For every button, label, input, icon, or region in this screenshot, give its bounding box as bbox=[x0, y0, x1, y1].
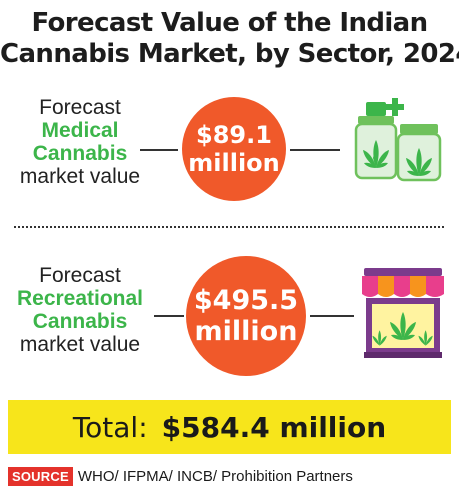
medical-value-circle: $89.1 million bbox=[182, 97, 286, 201]
recreational-value: $495.5 bbox=[193, 285, 299, 316]
total-label: Total: bbox=[72, 410, 148, 444]
recreational-connector-right bbox=[310, 315, 354, 317]
recreational-label-line-1: Forecast bbox=[39, 264, 121, 287]
chart-title: Forecast Value of the Indian Cannabis Ma… bbox=[0, 8, 459, 70]
recreational-label: Forecast Recreational Cannabis market va… bbox=[2, 264, 158, 356]
total-amount: $584.4 million bbox=[161, 410, 387, 444]
recreational-value-unit: million bbox=[194, 316, 298, 347]
medical-connector-left bbox=[140, 149, 178, 151]
source-tag: SOURCE bbox=[8, 466, 73, 486]
title-line-1: Forecast Value of the Indian bbox=[31, 8, 428, 38]
source-text: WHO/ IFPMA/ INCB/ Prohibition Partners bbox=[77, 467, 353, 485]
storefront-cannabis-icon bbox=[362, 268, 444, 358]
title-line-2: Cannabis Market, by Sector, 2024 bbox=[0, 39, 459, 69]
recreational-label-line-4: market value bbox=[19, 333, 141, 356]
source-line: SOURCE WHO/ IFPMA/ INCB/ Prohibition Par… bbox=[8, 466, 353, 486]
medicine-jars-cannabis-icon bbox=[354, 98, 442, 182]
recreational-connector-left bbox=[154, 315, 184, 317]
medical-label: Forecast Medical Cannabis market value bbox=[2, 96, 158, 188]
recreational-label-cannabis: Cannabis bbox=[32, 310, 128, 333]
medical-value-unit: million bbox=[188, 149, 280, 177]
medical-label-cannabis: Cannabis bbox=[32, 142, 128, 165]
medical-value: $89.1 bbox=[196, 121, 272, 149]
medical-label-sector: Medical bbox=[41, 119, 119, 142]
medical-label-line-4: market value bbox=[19, 165, 141, 188]
recreational-label-sector: Recreational bbox=[16, 287, 144, 310]
medical-label-line-1: Forecast bbox=[39, 96, 121, 119]
total-band: Total: $584.4 million bbox=[8, 400, 451, 454]
recreational-value-circle: $495.5 million bbox=[186, 256, 306, 376]
section-divider bbox=[14, 226, 444, 228]
medical-connector-right bbox=[290, 149, 340, 151]
